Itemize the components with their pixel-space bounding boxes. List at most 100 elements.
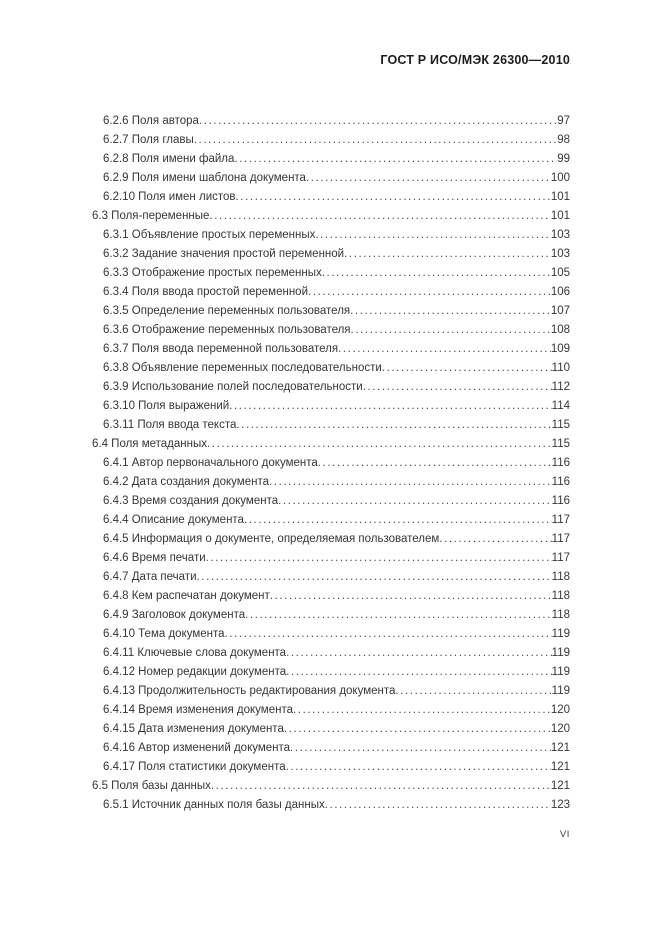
toc-entry-label: 6.4.6 Время печати <box>103 552 206 564</box>
toc-entry-row: 6.3.8 Объявление переменных последовател… <box>92 359 570 378</box>
dot-leader <box>315 226 550 245</box>
toc-entry-page: 117 <box>551 533 570 545</box>
toc-entry-page: 123 <box>550 799 570 811</box>
dot-leader <box>199 112 557 131</box>
toc-entry-row: 6.4.17 Поля статистики документа 121 <box>92 758 570 777</box>
toc-entry-page: 101 <box>550 191 570 203</box>
dot-leader <box>194 131 557 150</box>
toc-entry-page: 116 <box>551 457 570 469</box>
toc-entry-label: 6.2.6 Поля автора <box>103 115 199 127</box>
dot-leader <box>293 701 551 720</box>
toc-entry-page: 121 <box>550 761 570 773</box>
toc-entry-row: 6.3.5 Определение переменных пользовател… <box>92 302 570 321</box>
toc-entry-page: 119 <box>551 666 570 678</box>
toc-entry-row: 6.4.7 Дата печати 118 <box>92 568 570 587</box>
toc-entry-label: 6.3.9 Использование полей последовательн… <box>103 381 363 393</box>
toc-entry-label: 6.3.10 Поля выражений <box>103 400 230 412</box>
toc-entry-label: 6.3.8 Объявление переменных последовател… <box>103 362 382 374</box>
toc-entry-row: 6.4.8 Кем распечатан документ 118 <box>92 587 570 606</box>
toc-entry-page: 120 <box>550 704 570 716</box>
toc-entry-label: 6.2.9 Поля имени шаблона документа <box>103 172 306 184</box>
toc-entry-label: 6.3.4 Поля ввода простой переменной <box>103 286 309 298</box>
toc-entry-page: 110 <box>551 362 570 374</box>
toc-entry-page: 116 <box>551 495 570 507</box>
toc-entry-page: 108 <box>550 324 570 336</box>
toc-list: 6.2.6 Поля автора 97 6.2.7 Поля главы 98… <box>92 112 570 815</box>
toc-entry-row: 6.4.11 Ключевые слова документа 119 <box>92 644 570 663</box>
toc-entry-row: 6.4.3 Время создания документа 116 <box>92 492 570 511</box>
toc-entry-page: 121 <box>550 780 570 792</box>
toc-entry-label: 6.4.16 Автор изменений документа <box>103 742 291 754</box>
toc-entry-label: 6.5 Поля базы данных <box>92 780 211 792</box>
toc-entry-label: 6.4.9 Заголовок документа <box>103 609 246 621</box>
toc-entry-page: 118 <box>551 571 570 583</box>
dot-leader <box>269 473 552 492</box>
toc-entry-label: 6.3 Поля-переменные <box>92 210 210 222</box>
dot-leader <box>363 378 552 397</box>
dot-leader <box>382 359 552 378</box>
dot-leader <box>308 283 551 302</box>
toc-entry-page: 103 <box>550 229 570 241</box>
toc-entry-label: 6.4.1 Автор первоначального документа <box>103 457 318 469</box>
toc-entry-label: 6.4.11 Ключевые слова документа <box>103 647 287 659</box>
toc-entry-label: 6.4.14 Время изменения документа <box>103 704 293 716</box>
toc-entry-page: 115 <box>551 419 570 431</box>
dot-leader <box>245 606 552 625</box>
toc-entry-row: 6.4.12 Номер редакции документа 119 <box>92 663 570 682</box>
toc-entry-row: 6.4 Поля метаданных 115 <box>92 435 570 454</box>
toc-entry-label: 6.3.7 Поля ввода переменной пользователя <box>103 343 339 355</box>
toc-entry-label: 6.3.5 Определение переменных пользовател… <box>103 305 351 317</box>
toc-entry-label: 6.4.13 Продолжительность редактирования … <box>103 685 396 697</box>
dot-leader <box>350 302 551 321</box>
toc-entry-row: 6.4.9 Заголовок документа 118 <box>92 606 570 625</box>
dot-leader <box>244 511 552 530</box>
toc-entry-page: 114 <box>551 400 570 412</box>
toc-entry-label: 6.4.15 Дата изменения документа <box>103 723 284 735</box>
dot-leader <box>290 739 551 758</box>
toc-entry-page: 117 <box>551 552 570 564</box>
toc-entry-label: 6.3.1 Объявление простых переменных <box>103 229 316 241</box>
toc-entry-row: 6.5 Поля базы данных 121 <box>92 777 570 796</box>
toc-entry-row: 6.2.10 Поля имен листов 101 <box>92 188 570 207</box>
toc-entry-row: 6.4.4 Описание документа 117 <box>92 511 570 530</box>
toc-entry-page: 106 <box>550 286 570 298</box>
toc-entry-label: 6.3.2 Задание значения простой переменно… <box>103 248 345 260</box>
dot-leader <box>439 530 551 549</box>
dot-leader <box>270 587 552 606</box>
toc-entry-row: 6.4.16 Автор изменений документа 121 <box>92 739 570 758</box>
toc-entry-label: 6.4.5 Информация о документе, определяем… <box>103 533 440 545</box>
toc-entry-label: 6.4 Поля метаданных <box>92 438 207 450</box>
dot-leader <box>286 644 552 663</box>
dot-leader <box>206 549 552 568</box>
toc-entry-row: 6.4.14 Время изменения документа 120 <box>92 701 570 720</box>
toc-entry-label: 6.3.11 Поля ввода текста <box>103 419 237 431</box>
toc-entry-label: 6.4.8 Кем распечатан документ <box>103 590 270 602</box>
toc-entry-page: 119 <box>551 685 570 697</box>
toc-entry-label: 6.2.7 Поля главы <box>103 134 194 146</box>
toc-entry-row: 6.3.11 Поля ввода текста 115 <box>92 416 570 435</box>
dot-leader <box>318 454 552 473</box>
dot-leader <box>234 150 557 169</box>
toc-entry-page: 107 <box>550 305 570 317</box>
toc-entry-page: 112 <box>551 381 570 393</box>
dot-leader <box>207 435 552 454</box>
toc-entry-row: 6.3.7 Поля ввода переменной пользователя… <box>92 340 570 359</box>
dot-leader <box>351 321 551 340</box>
toc-entry-row: 6.2.8 Поля имени файла 99 <box>92 150 570 169</box>
toc-entry-page: 116 <box>551 476 570 488</box>
toc-entry-page: 117 <box>551 514 570 526</box>
toc-entry-label: 6.3.3 Отображение простых переменных <box>103 267 322 279</box>
toc-entry-label: 6.3.6 Отображение переменных пользовател… <box>103 324 351 336</box>
toc-entry-page: 119 <box>551 628 570 640</box>
toc-entry-row: 6.4.5 Информация о документе, определяем… <box>92 530 570 549</box>
toc-entry-row: 6.3.10 Поля выражений 114 <box>92 397 570 416</box>
dot-leader <box>209 207 550 226</box>
dot-leader <box>236 188 551 207</box>
toc-entry-label: 6.4.17 Поля статистики документа <box>103 761 286 773</box>
toc-entry-row: 6.3.6 Отображение переменных пользовател… <box>92 321 570 340</box>
dot-leader <box>197 568 552 587</box>
toc-entry-row: 6.5.1 Источник данных поля базы данных 1… <box>92 796 570 815</box>
dot-leader <box>322 264 551 283</box>
toc-entry-page: 119 <box>551 647 570 659</box>
